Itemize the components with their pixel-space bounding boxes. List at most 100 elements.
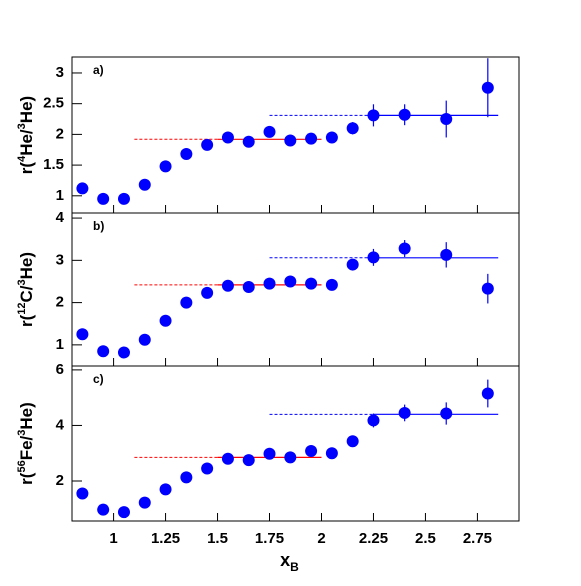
data-point (180, 296, 193, 309)
data-point (159, 483, 172, 496)
y-label-part: 12 (16, 303, 28, 315)
data-point (346, 435, 359, 448)
y-label-part: C/ (17, 285, 36, 302)
y-tick-label: 1.5 (43, 156, 64, 173)
data-point (242, 280, 255, 293)
data-point (346, 122, 359, 135)
data-point (117, 346, 130, 359)
data-point (76, 328, 89, 341)
data-point (242, 454, 255, 467)
x-tick-label: 2.75 (463, 530, 492, 547)
data-point (440, 248, 453, 261)
x-label-sub: B (290, 560, 299, 574)
data-point (221, 131, 234, 144)
data-point (117, 192, 130, 205)
y-tick-label: 4 (56, 416, 65, 433)
data-point (201, 462, 214, 475)
y-label-part: Fe/ (17, 435, 36, 460)
data-point (76, 487, 89, 500)
x-tick-label: 1 (109, 530, 117, 547)
data-point (398, 108, 411, 121)
data-point (201, 138, 214, 151)
data-point (481, 81, 494, 94)
panel: 2 4 6 1 1.25 1.5 1.75 2 2.25 2.5 2.75 c) r(56Fe/3He) (16, 361, 520, 547)
y-tick-label: 2 (56, 125, 64, 142)
data-point (263, 447, 276, 460)
data-point (76, 182, 89, 195)
x-axis-label: xB (280, 550, 299, 574)
y-label-part: 3 (16, 430, 28, 436)
y-label-part: 3 (16, 123, 28, 129)
y-axis-label: r(12C/3He) (16, 252, 36, 327)
x-tick-label: 1.25 (151, 530, 180, 547)
data-point (367, 109, 380, 122)
y-tick-label: 1 (56, 336, 64, 353)
y-label-part: He) (17, 252, 36, 279)
plot-frame (71, 212, 520, 367)
data-point (263, 277, 276, 290)
data-point (367, 414, 380, 427)
y-tick-label: 1 (56, 187, 64, 204)
data-point (481, 282, 494, 295)
data-point (97, 345, 110, 358)
data-point (180, 471, 193, 484)
data-point (305, 277, 318, 290)
data-point (346, 258, 359, 271)
x-tick-label: 2.25 (359, 530, 388, 547)
data-point (305, 132, 318, 145)
y-tick-label: 2 (56, 294, 64, 311)
data-point (398, 406, 411, 419)
panel-label: c) (93, 372, 104, 386)
data-point (221, 452, 234, 465)
y-label-part: He) (17, 402, 36, 429)
y-label-part: r( (17, 162, 36, 175)
y-axis-label: r(4He/3He) (16, 96, 36, 174)
plot-frame (71, 56, 520, 214)
panel-label: b) (93, 219, 104, 233)
y-label-part: 3 (16, 279, 28, 285)
data-point (97, 192, 110, 205)
x-label-main: x (280, 550, 290, 570)
data-point (117, 506, 130, 519)
data-point (398, 242, 411, 255)
y-label-part: r( (17, 314, 36, 327)
y-axis-label: r(56Fe/3He) (16, 402, 36, 485)
y-tick-label: 4 (56, 209, 65, 226)
panel-label: a) (93, 63, 104, 77)
panel: 11.522.53 a)r(4He/3He) (16, 56, 520, 214)
data-point (201, 286, 214, 299)
y-tick-label: 3 (56, 251, 64, 268)
data-point (159, 314, 172, 327)
data-point (284, 451, 297, 464)
y-label-part: He) (17, 96, 36, 123)
data-point (138, 178, 151, 191)
y-tick-label: 2.5 (43, 95, 64, 112)
data-point (305, 445, 318, 457)
data-point (263, 125, 276, 138)
y-tick-label: 3 (56, 64, 64, 81)
data-point (284, 275, 297, 288)
data-point (325, 131, 338, 144)
data-point (180, 148, 193, 161)
y-tick-label: 6 (56, 361, 64, 378)
data-point (284, 134, 297, 147)
y-label-part: r( (17, 472, 36, 485)
x-tick-label: 2 (317, 530, 325, 547)
y-label-part: 4 (16, 155, 28, 162)
data-point (440, 113, 453, 126)
data-point (138, 496, 151, 509)
y-label-part: He/ (17, 129, 36, 156)
data-point (221, 279, 234, 292)
data-point (242, 135, 255, 148)
data-point (325, 447, 338, 460)
x-tick-label: 1.5 (207, 530, 228, 547)
y-label-part: 56 (16, 460, 28, 472)
data-point (440, 407, 453, 420)
plot-frame (71, 365, 520, 522)
y-tick-label: 2 (56, 472, 64, 489)
data-point (138, 333, 151, 346)
x-tick-label: 1.75 (255, 530, 284, 547)
data-point (159, 160, 172, 173)
